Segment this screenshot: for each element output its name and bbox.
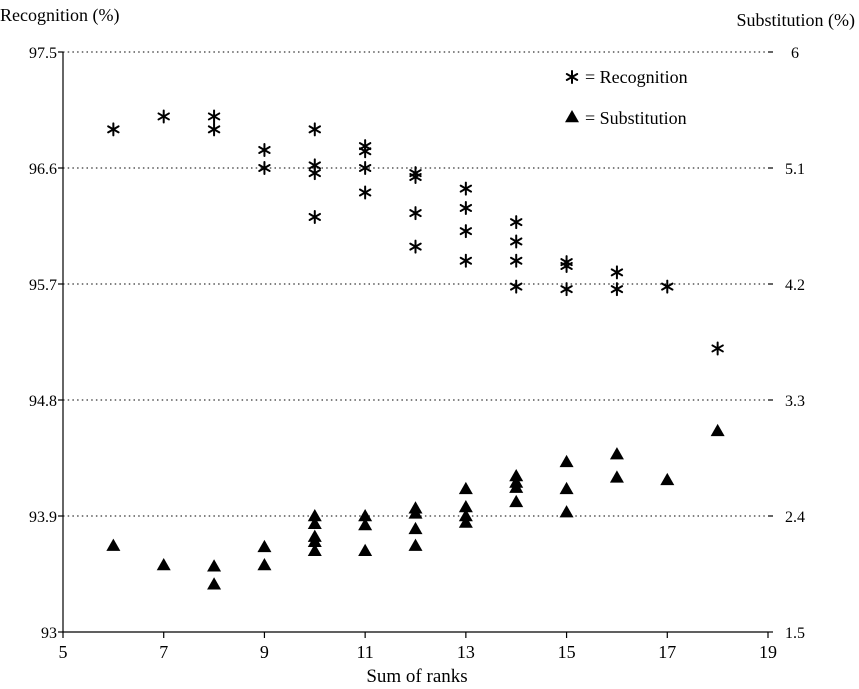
y-left-tick-label: 93 (41, 625, 57, 642)
y-left-tick-label: 95.7 (29, 277, 57, 294)
substitution-point (207, 577, 222, 590)
substitution-point (458, 481, 473, 495)
recognition-point (308, 166, 321, 181)
y-right-tick-label: 2.4 (785, 509, 805, 526)
y-right-tick-label: 1.5 (785, 625, 805, 642)
x-tick-label: 7 (159, 642, 168, 662)
substitution-point (358, 518, 373, 531)
recognition-point (358, 185, 372, 200)
recognition-point (610, 282, 624, 297)
x-tick-label: 15 (558, 642, 576, 662)
x-tick-label: 5 (59, 642, 68, 662)
recognition-point (711, 341, 724, 356)
recognition-point (358, 144, 372, 159)
grid-lines (63, 51, 768, 517)
legend-marker-substitution (565, 110, 579, 123)
substitution-point (509, 480, 524, 493)
legend: = Recognition = Substitution (565, 67, 688, 128)
y-left-tick-label: 93.9 (29, 509, 57, 526)
recognition-point (560, 258, 573, 273)
substitution-point (307, 516, 322, 529)
y-left-tick-label: 97.5 (29, 45, 57, 62)
substitution-point (458, 499, 473, 513)
y-right-tick-label: 6 (791, 45, 799, 62)
recognition-point (258, 142, 271, 157)
substitution-point (156, 557, 171, 571)
substitution-point (358, 543, 373, 557)
substitution-point (207, 559, 222, 572)
legend-marker-recognition (565, 70, 579, 84)
recognition-point (459, 224, 473, 239)
recognition-point (510, 279, 523, 294)
substitution-point (408, 506, 423, 519)
substitution-point (106, 538, 121, 551)
substitution-point (307, 509, 322, 522)
substitution-point (559, 481, 574, 495)
recognition-point (610, 265, 624, 280)
substitution-point (559, 454, 574, 468)
recognition-point (308, 209, 321, 224)
recognition-point (510, 215, 523, 230)
tick-labels: 93 93.9 94.8 95.7 96.6 97.5 1.5 2.4 3.3 4.2 5.1 6 5 7… (29, 45, 805, 662)
substitution-point (257, 539, 272, 553)
recognition-point (510, 234, 523, 249)
axis-ticks (58, 51, 773, 638)
legend-triangle-icon (565, 110, 579, 123)
substitution-point (458, 509, 473, 522)
substitution-point (458, 515, 473, 528)
right-axis-title: Substitution (%) (736, 10, 855, 31)
x-tick-label: 9 (260, 642, 269, 662)
substitution-point (358, 509, 373, 522)
substitution-point (710, 423, 725, 437)
recognition-point (157, 109, 170, 124)
substitution-point (257, 557, 272, 571)
y-right-tick-label: 3.3 (785, 393, 805, 410)
recognition-point (207, 122, 221, 137)
recognition-point (107, 122, 120, 137)
substitution-point (509, 494, 524, 508)
recognition-point (560, 282, 573, 297)
x-tick-label: 13 (457, 642, 475, 662)
substitution-point (307, 534, 322, 548)
y-left-tick-label: 94.8 (29, 393, 57, 410)
recognition-point (459, 200, 473, 215)
substitution-point (609, 447, 624, 460)
recognition-point (661, 279, 674, 294)
recognition-point (459, 181, 473, 196)
substitution-point (408, 538, 423, 551)
substitution-point (307, 543, 322, 557)
data-points (106, 109, 725, 590)
recognition-point (409, 239, 422, 254)
substitution-point (408, 521, 423, 535)
substitution-point (609, 470, 624, 483)
substitution-point (559, 505, 574, 518)
legend-asterisk-icon (565, 70, 579, 84)
y-left-tick-label: 96.6 (29, 161, 57, 178)
left-axis-title: Recognition (%) (0, 5, 119, 26)
x-tick-label: 19 (759, 642, 777, 662)
substitution-point (509, 469, 524, 482)
recognition-point (459, 253, 473, 268)
recognition-point (409, 170, 422, 185)
recognition-point (258, 161, 271, 175)
y-right-tick-label: 5.1 (785, 161, 805, 178)
legend-label-recognition: = Recognition (585, 67, 688, 87)
substitution-point (660, 472, 675, 486)
x-tick-label: 11 (356, 642, 373, 662)
recognition-point (358, 161, 372, 175)
recognition-point (207, 109, 221, 124)
x-tick-label: 17 (658, 642, 676, 662)
recognition-point (308, 122, 321, 137)
recognition-point (510, 253, 523, 268)
x-axis-title: Sum of ranks (366, 666, 467, 687)
recognition-point (409, 206, 422, 221)
legend-label-substitution: = Substitution (585, 108, 687, 128)
y-right-tick-label: 4.2 (785, 277, 805, 294)
